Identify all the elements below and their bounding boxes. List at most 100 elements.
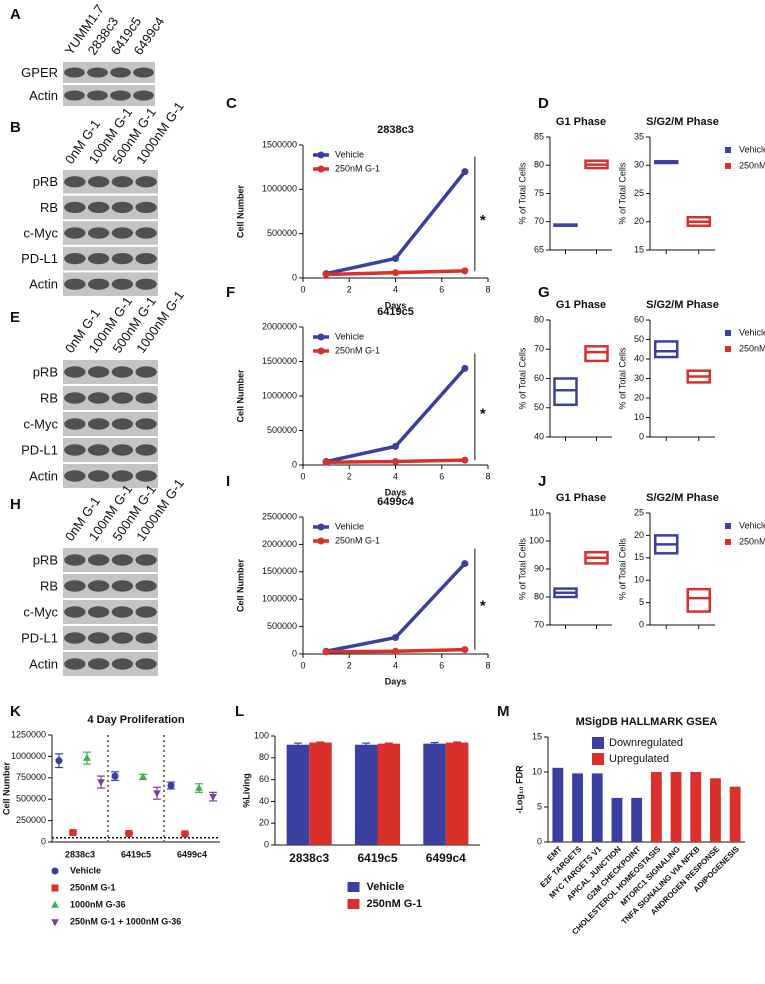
y-tick-label: 1250000 bbox=[11, 729, 46, 739]
row-label: RB bbox=[40, 578, 58, 593]
legend-label: Vehicle bbox=[739, 520, 765, 530]
legend-label: Upregulated bbox=[609, 753, 669, 765]
blot-band bbox=[87, 554, 110, 566]
range-box bbox=[553, 377, 578, 407]
y-tick-label: 35 bbox=[634, 131, 644, 141]
row-label: Actin bbox=[29, 277, 58, 292]
blot-band bbox=[111, 252, 134, 265]
row-label: pRB bbox=[33, 364, 58, 379]
legend-swatch bbox=[347, 899, 360, 909]
blot-band bbox=[133, 90, 154, 101]
blot-band bbox=[64, 580, 86, 592]
blot-band bbox=[87, 418, 110, 430]
y-tick-label: 5 bbox=[639, 597, 644, 607]
marker bbox=[69, 829, 77, 837]
marker bbox=[392, 647, 399, 655]
panel-letter: M bbox=[497, 703, 510, 720]
legend-label: 250nM G-1 + 1000nM G-36 bbox=[70, 916, 181, 926]
blot-band bbox=[135, 632, 157, 644]
y-tick-label: 0 bbox=[292, 272, 297, 282]
blot-band bbox=[135, 392, 157, 404]
panel-letter: K bbox=[10, 703, 21, 720]
y-tick-label: 30 bbox=[634, 373, 644, 383]
x-tick-label: 0 bbox=[300, 471, 305, 481]
range-box bbox=[584, 345, 609, 363]
row-label: pRB bbox=[33, 174, 58, 189]
blot-band bbox=[135, 658, 157, 670]
y-tick-label: 10 bbox=[532, 766, 542, 776]
blot-band bbox=[64, 554, 86, 566]
marker bbox=[392, 442, 399, 450]
blot-band bbox=[111, 176, 134, 188]
y-tick-label: 0 bbox=[264, 839, 269, 849]
blot-strip bbox=[63, 62, 155, 83]
chart-title: G1 Phase bbox=[556, 492, 606, 504]
blot-band bbox=[111, 444, 134, 456]
blot-band bbox=[64, 90, 85, 101]
y-axis-label: Cell Number bbox=[235, 184, 245, 238]
legend-label: Vehicle bbox=[335, 521, 364, 531]
marker bbox=[167, 782, 175, 790]
bar bbox=[445, 742, 469, 845]
marker bbox=[461, 267, 469, 275]
legend-swatch bbox=[317, 347, 325, 355]
y-tick-label: 40 bbox=[259, 796, 269, 806]
y-axis-label: % of Total Cells bbox=[617, 538, 627, 600]
blot-band bbox=[64, 176, 86, 188]
y-axis-label: % of Total Cells bbox=[617, 162, 627, 224]
marker bbox=[55, 757, 63, 765]
marker bbox=[392, 634, 399, 642]
marker bbox=[51, 900, 59, 908]
blot-band bbox=[111, 227, 134, 239]
blot-band bbox=[111, 658, 134, 670]
blot-band bbox=[87, 444, 110, 456]
x-tick-label: 6499c4 bbox=[426, 851, 466, 865]
y-tick-label: 50 bbox=[534, 402, 544, 412]
y-tick-label: 0 bbox=[292, 648, 297, 658]
panel-letter: H bbox=[10, 496, 21, 513]
y-tick-label: 75 bbox=[534, 188, 544, 198]
row-label: PD-L1 bbox=[21, 251, 58, 266]
blot-band bbox=[87, 580, 110, 592]
y-tick-label: 90 bbox=[534, 563, 544, 573]
y-axis-label: Cell Number bbox=[235, 369, 245, 423]
x-tick-label: 4 bbox=[393, 471, 398, 481]
y-axis-label: % of Total Cells bbox=[517, 538, 527, 600]
legend-swatch bbox=[725, 539, 731, 545]
panel-letter: A bbox=[10, 6, 21, 23]
y-axis-label: Cell Number bbox=[1, 761, 11, 815]
row-label: Actin bbox=[29, 88, 58, 103]
x-tick-label: 4 bbox=[393, 284, 398, 294]
y-tick-label: 25 bbox=[634, 188, 644, 198]
panel-letter: E bbox=[10, 309, 20, 326]
blot-band bbox=[64, 658, 86, 670]
legend-label: Downregulated bbox=[609, 737, 683, 749]
bar bbox=[591, 773, 603, 842]
row-label: PD-L1 bbox=[21, 630, 58, 645]
marker bbox=[139, 772, 147, 780]
legend-swatch bbox=[317, 523, 325, 531]
y-tick-label: 70 bbox=[534, 216, 544, 226]
blot-band bbox=[135, 176, 157, 188]
blot-band bbox=[87, 278, 110, 290]
blot-band bbox=[64, 470, 86, 482]
blot-strip bbox=[63, 272, 158, 296]
blot-band bbox=[135, 252, 157, 265]
blot-band bbox=[87, 90, 108, 101]
x-tick-label: 6499c4 bbox=[177, 849, 207, 859]
y-tick-label: 0 bbox=[639, 431, 644, 441]
bar bbox=[309, 742, 332, 845]
y-tick-label: 80 bbox=[534, 591, 544, 601]
marker bbox=[51, 919, 59, 927]
blot-band bbox=[135, 278, 157, 290]
row-label: PD-L1 bbox=[21, 442, 58, 457]
y-tick-label: 0 bbox=[292, 459, 297, 469]
y-tick-label: 20 bbox=[634, 216, 644, 226]
legend-label: 1000nM G-36 bbox=[70, 899, 126, 909]
bar bbox=[377, 743, 401, 845]
y-tick-label: 1500000 bbox=[262, 139, 297, 149]
chart-title: 6419c5 bbox=[377, 306, 414, 318]
legend-swatch bbox=[317, 165, 325, 173]
blot-band bbox=[133, 67, 154, 78]
marker bbox=[461, 646, 469, 654]
